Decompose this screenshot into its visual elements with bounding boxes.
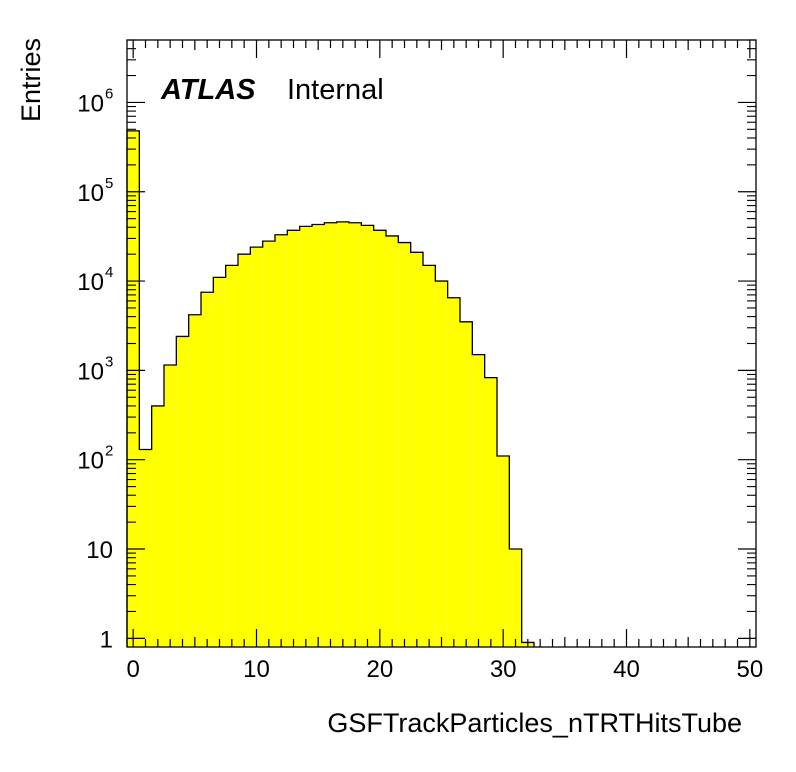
histogram-bar bbox=[472, 354, 485, 647]
histogram-bar bbox=[299, 226, 312, 647]
y-tick-exponent: 4 bbox=[105, 264, 113, 281]
histogram-bar bbox=[151, 405, 164, 647]
histogram-bar bbox=[410, 252, 423, 648]
histogram-outline bbox=[126, 130, 535, 647]
x-tick-label: 10 bbox=[243, 656, 270, 683]
histogram-bar bbox=[262, 241, 275, 647]
x-tick-label: 20 bbox=[366, 656, 393, 683]
histogram-bar bbox=[188, 314, 201, 647]
histogram-bar bbox=[509, 549, 522, 647]
histogram-bar bbox=[287, 230, 300, 647]
histogram-bar bbox=[484, 377, 497, 647]
histogram-bar bbox=[201, 292, 214, 647]
internal-label: Internal bbox=[287, 74, 384, 106]
histogram-bar bbox=[386, 235, 399, 647]
histogram-bar bbox=[447, 297, 460, 647]
y-tick-exponent: 2 bbox=[105, 443, 113, 460]
histogram-bar bbox=[435, 281, 448, 647]
histogram-bar bbox=[225, 265, 238, 647]
histogram-bar bbox=[423, 265, 436, 647]
histogram-bar bbox=[312, 224, 325, 648]
histogram-bar bbox=[361, 225, 374, 647]
y-axis-title: Entries bbox=[16, 38, 46, 122]
y-tick-label: 1 bbox=[100, 626, 113, 653]
histogram-bar bbox=[349, 222, 362, 647]
y-tick-label: 10 bbox=[86, 537, 113, 564]
histogram-bar bbox=[164, 364, 177, 647]
histogram-bar bbox=[336, 221, 349, 647]
histogram-bar bbox=[275, 234, 288, 647]
histogram-bar bbox=[139, 449, 152, 647]
histogram-bars bbox=[126, 130, 535, 648]
y-tick-exponent: 5 bbox=[105, 175, 113, 192]
y-tick-exponent: 3 bbox=[105, 353, 113, 370]
y-tick-label: 10 bbox=[77, 90, 104, 117]
histogram-bar bbox=[398, 242, 411, 648]
y-tick-label: 10 bbox=[77, 269, 104, 296]
histogram-bar bbox=[373, 230, 386, 647]
atlas-label: ATLAS bbox=[160, 74, 256, 106]
histogram-bar bbox=[213, 277, 226, 647]
histogram-bar bbox=[127, 130, 140, 647]
histogram-bar bbox=[176, 336, 189, 647]
histogram-bar bbox=[250, 247, 263, 648]
histogram-bar bbox=[238, 254, 251, 647]
x-axis-title: GSFTrackParticles_nTRTHitsTube bbox=[327, 708, 742, 738]
y-tick-label: 10 bbox=[77, 180, 104, 207]
x-tick-label: 30 bbox=[490, 656, 517, 683]
histogram-bar bbox=[324, 222, 337, 647]
histogram-bar bbox=[460, 321, 473, 647]
y-tick-label: 10 bbox=[77, 358, 104, 385]
y-tick-label: 10 bbox=[77, 448, 104, 475]
x-tick-label: 50 bbox=[736, 656, 763, 683]
x-tick-label: 40 bbox=[613, 656, 640, 683]
y-tick-exponent: 6 bbox=[105, 85, 113, 102]
axes bbox=[126, 39, 757, 648]
x-tick-label: 0 bbox=[126, 656, 139, 683]
histogram-bar bbox=[497, 456, 510, 647]
